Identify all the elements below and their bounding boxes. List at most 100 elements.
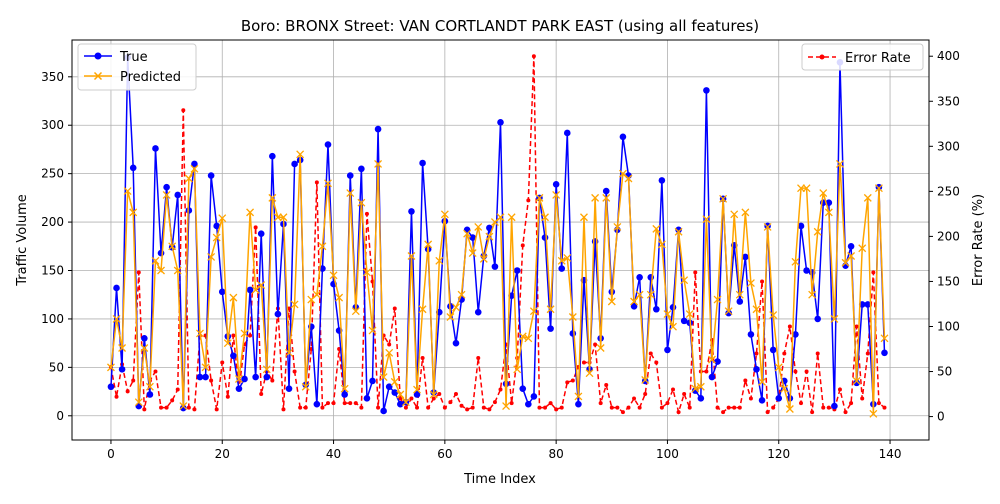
true-point: [725, 309, 732, 317]
true-point: [563, 129, 571, 137]
true-point: [803, 267, 810, 274]
true-point: [881, 349, 888, 357]
error-rate-point: [314, 180, 319, 185]
true-point: [346, 172, 354, 179]
true-point: [636, 273, 643, 281]
error-rate-point: [376, 405, 381, 410]
error-rate-point: [782, 351, 787, 356]
predicted-point: [390, 377, 399, 386]
true-point: [530, 393, 538, 400]
predicted-point: [624, 174, 633, 183]
true-point: [179, 404, 187, 412]
legend-true-label: True: [119, 50, 148, 65]
predicted-point: [218, 214, 227, 223]
error-rate-point: [142, 407, 147, 412]
error-rate-point: [704, 369, 709, 374]
true-point: [547, 325, 554, 332]
error-rate-point: [342, 401, 347, 406]
legend-true-marker: [94, 52, 102, 60]
error-rate-point: [426, 405, 431, 410]
true-point: [797, 222, 805, 230]
error-rate-point: [810, 410, 815, 415]
error-rate-point: [331, 401, 336, 406]
error-rate-point: [687, 405, 692, 410]
true-point: [575, 400, 582, 408]
true-point: [163, 183, 170, 191]
y-left-tick-label: 200: [41, 215, 64, 229]
predicted-point: [184, 174, 193, 183]
predicted-point: [173, 266, 182, 275]
predicted-point: [524, 334, 533, 343]
true-point: [513, 267, 521, 274]
error-rate-point: [526, 198, 531, 203]
error-rate-point: [192, 407, 197, 412]
true-point: [230, 352, 237, 360]
error-rate-point: [409, 396, 414, 401]
true-point: [602, 187, 610, 195]
predicted-point: [557, 256, 566, 265]
error-rate-point: [159, 405, 164, 410]
predicted-point: [418, 305, 427, 314]
true-point: [141, 335, 148, 342]
predicted-point: [574, 392, 583, 401]
error-rate-point: [843, 410, 848, 415]
error-rate-point: [214, 407, 219, 412]
true-point: [358, 165, 365, 173]
error-rate-point: [181, 108, 186, 113]
predicted-point: [362, 268, 371, 277]
error-rate-point: [815, 351, 820, 356]
legend-right: Error Rate: [801, 43, 924, 71]
true-point: [758, 396, 766, 404]
error-rate-point: [259, 392, 264, 397]
true-point: [218, 288, 226, 296]
error-rate-point: [431, 396, 436, 401]
true-point: [252, 373, 259, 381]
predicted-point: [329, 271, 338, 280]
error-rate-point: [298, 405, 303, 410]
predicted-point: [847, 252, 856, 260]
predicted-point: [452, 303, 460, 312]
predicted-point: [485, 232, 494, 241]
error-rate-line: [110, 56, 885, 415]
error-rate-point: [186, 405, 191, 410]
x-axis-ticks: 0 20 40 60 80 100 120 140: [107, 440, 901, 461]
predicted-point: [802, 184, 811, 193]
error-rate-point: [125, 389, 130, 394]
error-rate-point: [837, 387, 842, 392]
predicted-point: [641, 375, 650, 384]
predicted-point: [112, 314, 121, 323]
true-point: [664, 346, 671, 354]
predicted-point: [563, 253, 572, 262]
predicted-point: [836, 160, 844, 168]
predicted-point: [780, 384, 789, 393]
y-right-axis-ticks: 0 50 100 150 200 250 300 350 400: [929, 49, 960, 424]
error-rate-point: [520, 243, 525, 248]
predicted-point: [301, 382, 310, 391]
true-point: [107, 383, 115, 391]
error-rate-point: [787, 324, 792, 329]
predicted-point: [585, 369, 594, 378]
legend-error-marker: [819, 54, 825, 60]
predicted-point: [635, 290, 644, 299]
true-point: [324, 141, 332, 148]
y-left-axis-ticks: 0 50 100 150 200 250 300 350: [41, 70, 72, 423]
error-rate-point: [281, 407, 286, 412]
x-axis-label: Time Index: [463, 472, 536, 487]
predicted-point: [724, 307, 733, 316]
predicted-point: [324, 179, 332, 188]
predicted-point: [513, 365, 522, 374]
error-rate-point: [876, 401, 881, 406]
predicted-point: [118, 344, 127, 352]
true-point: [742, 253, 749, 261]
error-rate-point: [643, 392, 648, 397]
predicted-point: [340, 384, 349, 393]
y-right-tick-label: 0: [937, 410, 945, 424]
predicted-point: [869, 409, 878, 418]
y-left-tick-label: 250: [41, 167, 64, 181]
error-rate-point: [348, 401, 353, 406]
error-rate-point: [453, 392, 458, 397]
true-point: [558, 265, 566, 272]
predicted-point: [763, 222, 772, 231]
predicted-point: [468, 249, 477, 258]
